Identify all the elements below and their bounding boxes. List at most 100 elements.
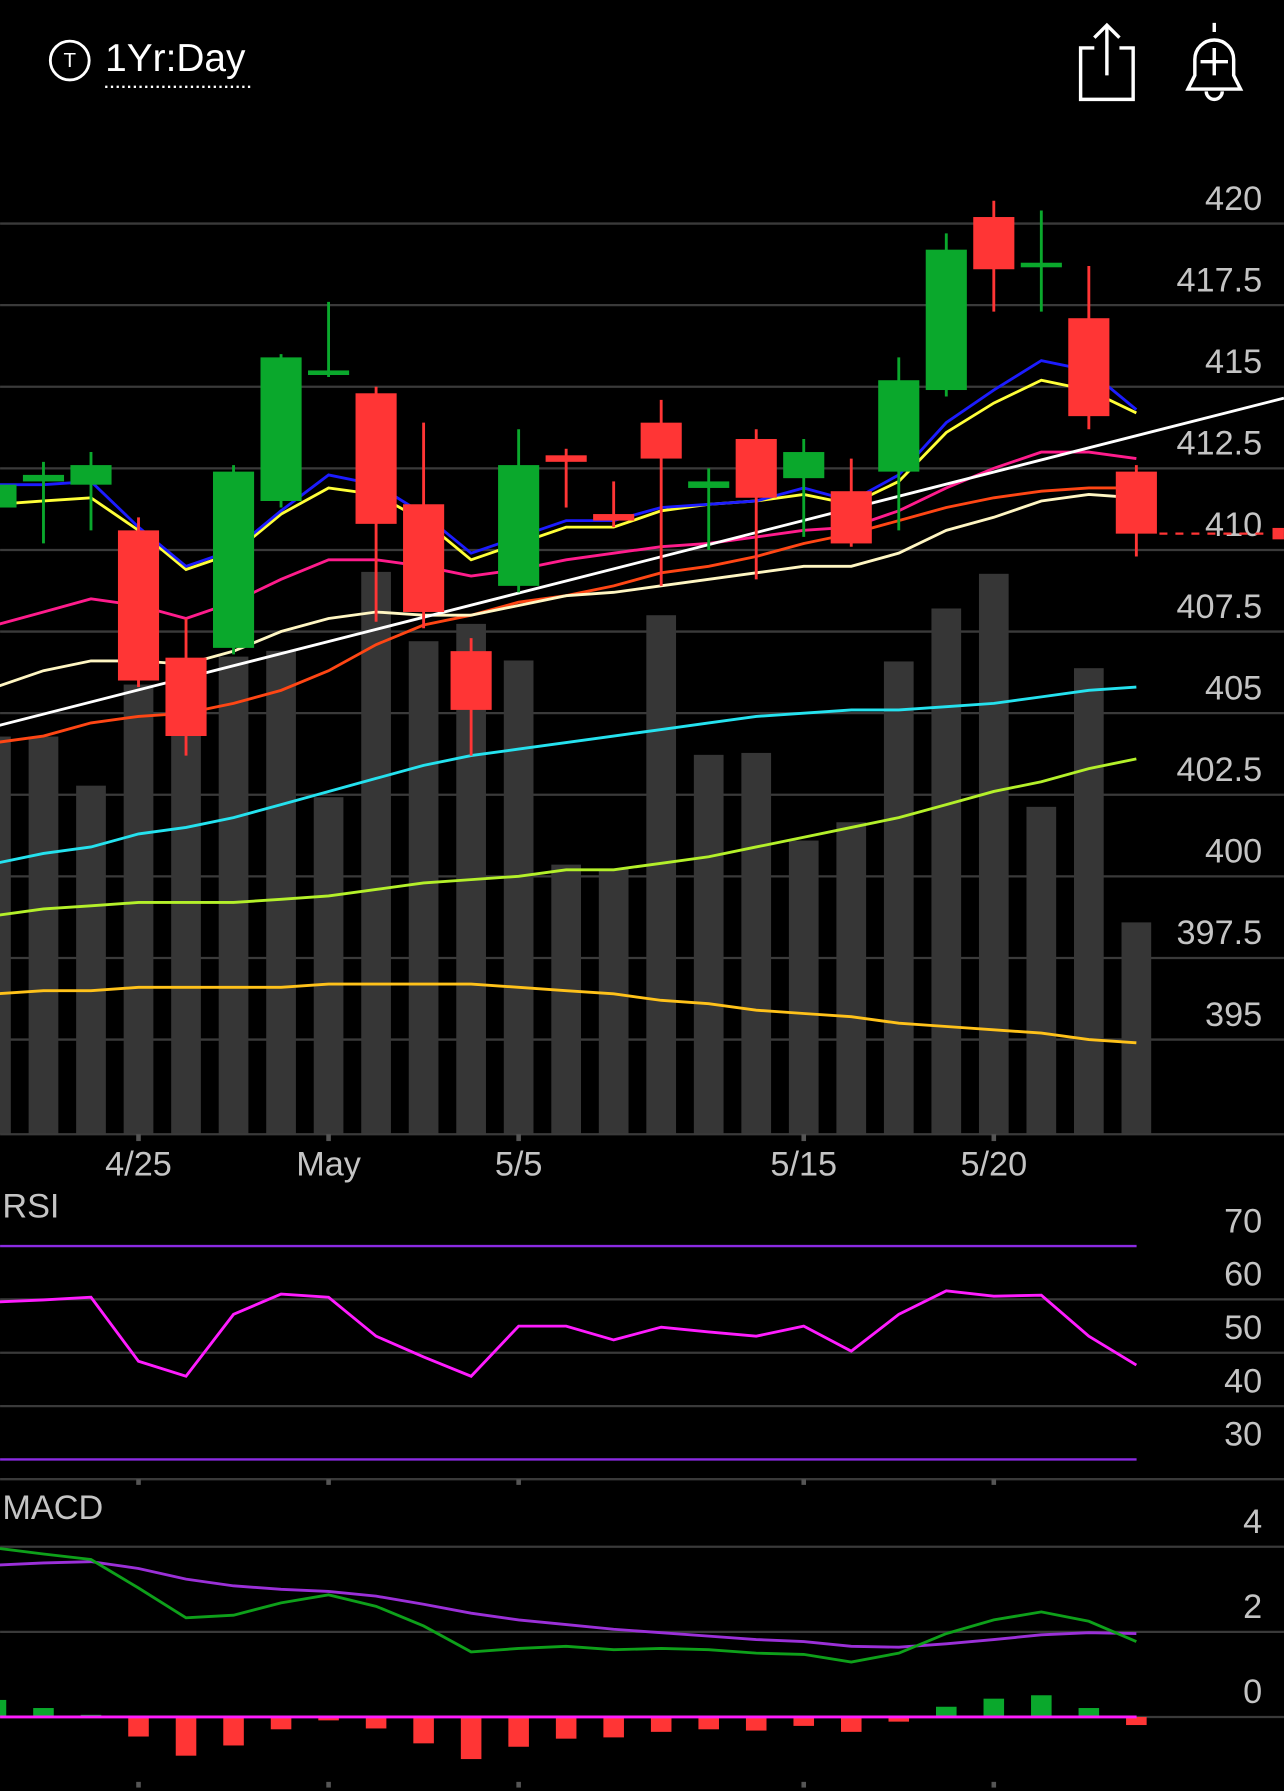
candle-body bbox=[640, 422, 682, 459]
y-tick-label: 417.5 bbox=[1177, 261, 1263, 299]
period-label: 1Yr:Day bbox=[105, 37, 246, 80]
candle-body bbox=[308, 370, 350, 376]
candle-body bbox=[70, 465, 112, 485]
histogram-bar bbox=[1126, 1716, 1147, 1726]
histogram-bar bbox=[365, 1716, 387, 1729]
histogram-bar bbox=[318, 1716, 339, 1721]
candle-body bbox=[545, 455, 587, 462]
histogram-bar bbox=[1078, 1708, 1100, 1717]
volume-bar bbox=[1026, 806, 1057, 1135]
volume-bar bbox=[28, 736, 59, 1135]
candle-body bbox=[878, 380, 920, 472]
y-tick-label: 2 bbox=[1243, 1588, 1262, 1626]
histogram-bar bbox=[603, 1716, 624, 1738]
histogram-bar bbox=[0, 1699, 7, 1717]
volume-bar bbox=[741, 752, 772, 1135]
y-tick-label: 407.5 bbox=[1177, 588, 1263, 626]
volume-bar bbox=[266, 650, 296, 1135]
candle-body bbox=[355, 393, 397, 524]
candle-body bbox=[735, 438, 777, 498]
y-tick-label: 0 bbox=[1243, 1673, 1262, 1711]
candle-body bbox=[403, 504, 445, 612]
y-tick-label: 60 bbox=[1224, 1256, 1262, 1294]
histogram-bar bbox=[793, 1716, 815, 1726]
candle-body bbox=[1068, 318, 1110, 417]
histogram-bar bbox=[650, 1716, 672, 1732]
histogram-bar bbox=[840, 1716, 862, 1732]
alert-button[interactable] bbox=[1185, 22, 1244, 102]
x-tick-label: 4/25 bbox=[105, 1145, 172, 1183]
macd-line bbox=[0, 1547, 1137, 1664]
candle-body bbox=[117, 530, 160, 681]
moving-average bbox=[0, 982, 1137, 1045]
candle-body bbox=[783, 452, 825, 479]
histogram-bar bbox=[128, 1716, 149, 1737]
panel-title: RSI bbox=[2, 1188, 59, 1226]
candle-body bbox=[0, 484, 17, 508]
volume-bar bbox=[883, 661, 914, 1135]
volume-bar bbox=[1073, 668, 1104, 1135]
volume-bar bbox=[646, 615, 677, 1135]
histogram-bar bbox=[936, 1706, 957, 1717]
period-selector[interactable]: T 1Yr:Day bbox=[48, 37, 251, 88]
x-tick-label: 5/5 bbox=[495, 1145, 543, 1183]
y-tick-label: 40 bbox=[1224, 1362, 1262, 1400]
y-tick-label: 50 bbox=[1224, 1309, 1262, 1347]
moving-average bbox=[0, 685, 1137, 864]
candle-body bbox=[498, 465, 540, 586]
y-tick-label: 30 bbox=[1224, 1416, 1262, 1454]
candle-body bbox=[830, 491, 872, 544]
y-tick-label: 410 bbox=[1205, 506, 1262, 544]
candle-body bbox=[260, 357, 302, 502]
candle-body bbox=[1115, 471, 1157, 534]
histogram-bar bbox=[460, 1716, 482, 1760]
histogram-bar bbox=[270, 1716, 292, 1730]
volume-bar bbox=[0, 736, 11, 1135]
panel-title: MACD bbox=[2, 1489, 103, 1527]
volume-bar bbox=[931, 608, 962, 1135]
volume-bar bbox=[788, 840, 819, 1135]
moving-average bbox=[0, 378, 1137, 572]
histogram-bar bbox=[888, 1716, 910, 1722]
volume-bar bbox=[503, 660, 534, 1135]
volume-bar bbox=[361, 571, 391, 1135]
volume-bar bbox=[693, 754, 724, 1135]
moving-average bbox=[0, 757, 1137, 917]
candle-body bbox=[925, 249, 967, 391]
badge-circle bbox=[48, 39, 91, 82]
share-box bbox=[1078, 46, 1135, 102]
volume-bar bbox=[76, 785, 106, 1135]
badge-letter: T bbox=[63, 49, 76, 72]
volume-bar bbox=[171, 684, 201, 1135]
volume-bar bbox=[313, 797, 344, 1135]
share-button[interactable] bbox=[1078, 22, 1135, 102]
histogram-bar bbox=[1031, 1695, 1052, 1717]
candle-body bbox=[450, 651, 492, 710]
histogram-bar bbox=[413, 1716, 434, 1744]
histogram-bar bbox=[698, 1716, 719, 1730]
candle-body bbox=[22, 474, 65, 482]
moving-average bbox=[0, 359, 1138, 568]
candle-body bbox=[688, 481, 730, 488]
x-tick-label: 5/20 bbox=[960, 1145, 1027, 1183]
volume-bar bbox=[408, 641, 439, 1135]
candle-body bbox=[593, 514, 635, 521]
volume-bar bbox=[836, 822, 867, 1135]
y-tick-label: 4 bbox=[1243, 1503, 1262, 1541]
histogram-bar bbox=[508, 1716, 529, 1747]
volume-bar bbox=[1121, 922, 1152, 1135]
volume-bar bbox=[218, 656, 249, 1135]
volume-bar bbox=[598, 868, 629, 1135]
y-tick-label: 412.5 bbox=[1177, 425, 1263, 463]
y-tick-label: 395 bbox=[1205, 996, 1262, 1034]
signal-line bbox=[0, 1560, 1137, 1649]
y-tick-label: 397.5 bbox=[1177, 914, 1263, 952]
histogram-bar bbox=[555, 1716, 577, 1739]
trendline bbox=[0, 396, 1284, 727]
volume-bar bbox=[123, 684, 154, 1135]
last-price-tag bbox=[1272, 527, 1284, 540]
candle-body bbox=[1020, 262, 1062, 268]
